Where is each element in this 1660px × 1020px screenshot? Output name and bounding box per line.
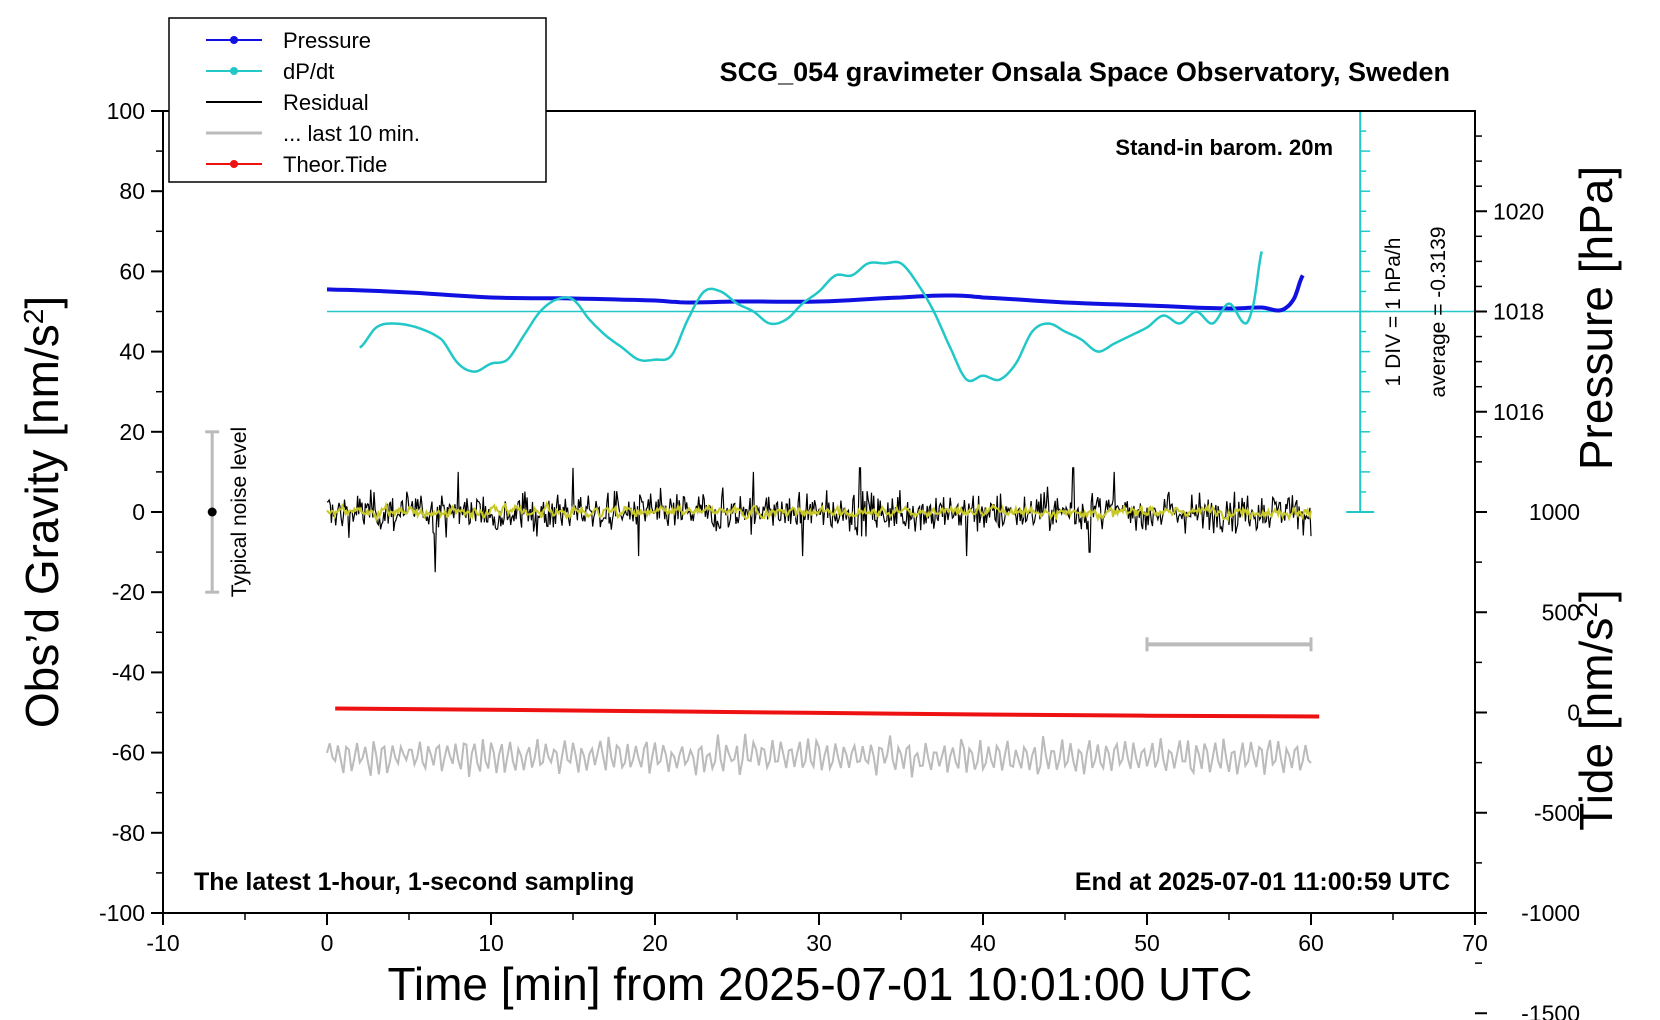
x-tick-label: 40 xyxy=(970,930,996,956)
residual-smoothed-line xyxy=(326,501,1312,523)
theoretical-tide-line xyxy=(335,706,1320,719)
y-tick-label: -60 xyxy=(112,740,145,766)
legend-label: dP/dt xyxy=(283,59,334,84)
end-time-note: End at 2025-07-01 11:00:59 UTC xyxy=(1075,868,1450,896)
legend: Pressure dP/dt Residual ... last 10 min. The… xyxy=(168,17,547,183)
x-tick-label: 10 xyxy=(478,930,504,956)
y-tick-label: 60 xyxy=(119,258,145,284)
y-axis-label-main: Obs’d Gravity [nm/s xyxy=(16,324,68,728)
y-tick-label: -20 xyxy=(112,579,145,605)
y-tick-label: 80 xyxy=(119,178,145,204)
legend-swatch-marker xyxy=(230,67,238,75)
legend-swatch-marker xyxy=(230,36,238,44)
residual-line xyxy=(326,467,1312,573)
dpdt-scale-note: 1 DIV = 1 hPa/h xyxy=(1382,238,1405,387)
x-tick-label: 70 xyxy=(1462,930,1488,956)
y-axis-label-end: ] xyxy=(16,296,68,309)
tide-axis-label-sup: 2 xyxy=(1572,602,1603,618)
y-tick-label: 40 xyxy=(119,339,145,365)
axes-layer: -10 0 10 20 30 40 50 60 70100806040200-20-40-60-… xyxy=(99,98,1580,1020)
tide-axis-label-main: Tide [nm/s xyxy=(1570,618,1622,831)
legend-label: Theor.Tide xyxy=(283,152,387,177)
pressure-tick-label: 1016 xyxy=(1493,399,1544,425)
chart-title: SCG_054 gravimeter Onsala Space Observat… xyxy=(720,57,1450,87)
legend-label: ... last 10 min. xyxy=(283,121,420,146)
pressure-tick-label: 1020 xyxy=(1493,198,1544,224)
tide-axis-label: Tide [nm/s2] xyxy=(1570,589,1622,830)
dpdt-line xyxy=(359,251,1264,383)
noise-bar-center xyxy=(207,507,217,517)
y-tick-label: -80 xyxy=(112,820,145,846)
legend-label: Pressure xyxy=(283,28,371,53)
tide-tick-label: 1000 xyxy=(1529,499,1580,525)
pressure-tick-label: 1018 xyxy=(1493,299,1544,325)
x-tick-label: 60 xyxy=(1298,930,1324,956)
legend-swatch-marker xyxy=(230,160,238,168)
x-axis-label: Time [min] from 2025-07-01 10:01:00 UTC xyxy=(388,958,1253,1010)
x-tick-label: 20 xyxy=(642,930,668,956)
dpdt-average-note: average = -0.3139 xyxy=(1427,226,1450,397)
tide-tick-label: -1500 xyxy=(1521,1000,1580,1020)
y-tick-label: -100 xyxy=(99,900,145,926)
x-tick-label: 0 xyxy=(321,930,334,956)
y-axis-label-sup: 2 xyxy=(18,309,49,325)
tide-tick-label: 500 xyxy=(1542,599,1580,625)
tide-tick-label: 0 xyxy=(1567,700,1580,726)
x-tick-label: 50 xyxy=(1134,930,1160,956)
tide-axis-label-end: ] xyxy=(1570,589,1622,602)
pressure-line xyxy=(326,274,1305,313)
y-tick-label: 0 xyxy=(132,499,145,525)
y-tick-label: 20 xyxy=(119,419,145,445)
y-tick-label: -40 xyxy=(112,659,145,685)
tide-tick-label: -1000 xyxy=(1521,900,1580,926)
sampling-note: The latest 1-hour, 1-second sampling xyxy=(194,868,634,896)
pressure-axis-label: Pressure [hPa] xyxy=(1570,166,1622,470)
noise-level-note: Typical noise level xyxy=(228,427,251,597)
tide-tick-label: -500 xyxy=(1534,800,1580,826)
x-tick-label: 30 xyxy=(806,930,832,956)
series-layer xyxy=(205,110,1475,778)
y-axis-label: Obs’d Gravity [nm/s2] xyxy=(16,296,68,728)
x-tick-label: -10 xyxy=(146,930,179,956)
barometer-note: Stand-in barom. 20m xyxy=(1115,135,1333,160)
y-tick-label: 100 xyxy=(107,98,145,124)
legend-box xyxy=(168,17,547,183)
legend-label: Residual xyxy=(283,90,369,115)
last-10-min-line xyxy=(326,733,1312,778)
